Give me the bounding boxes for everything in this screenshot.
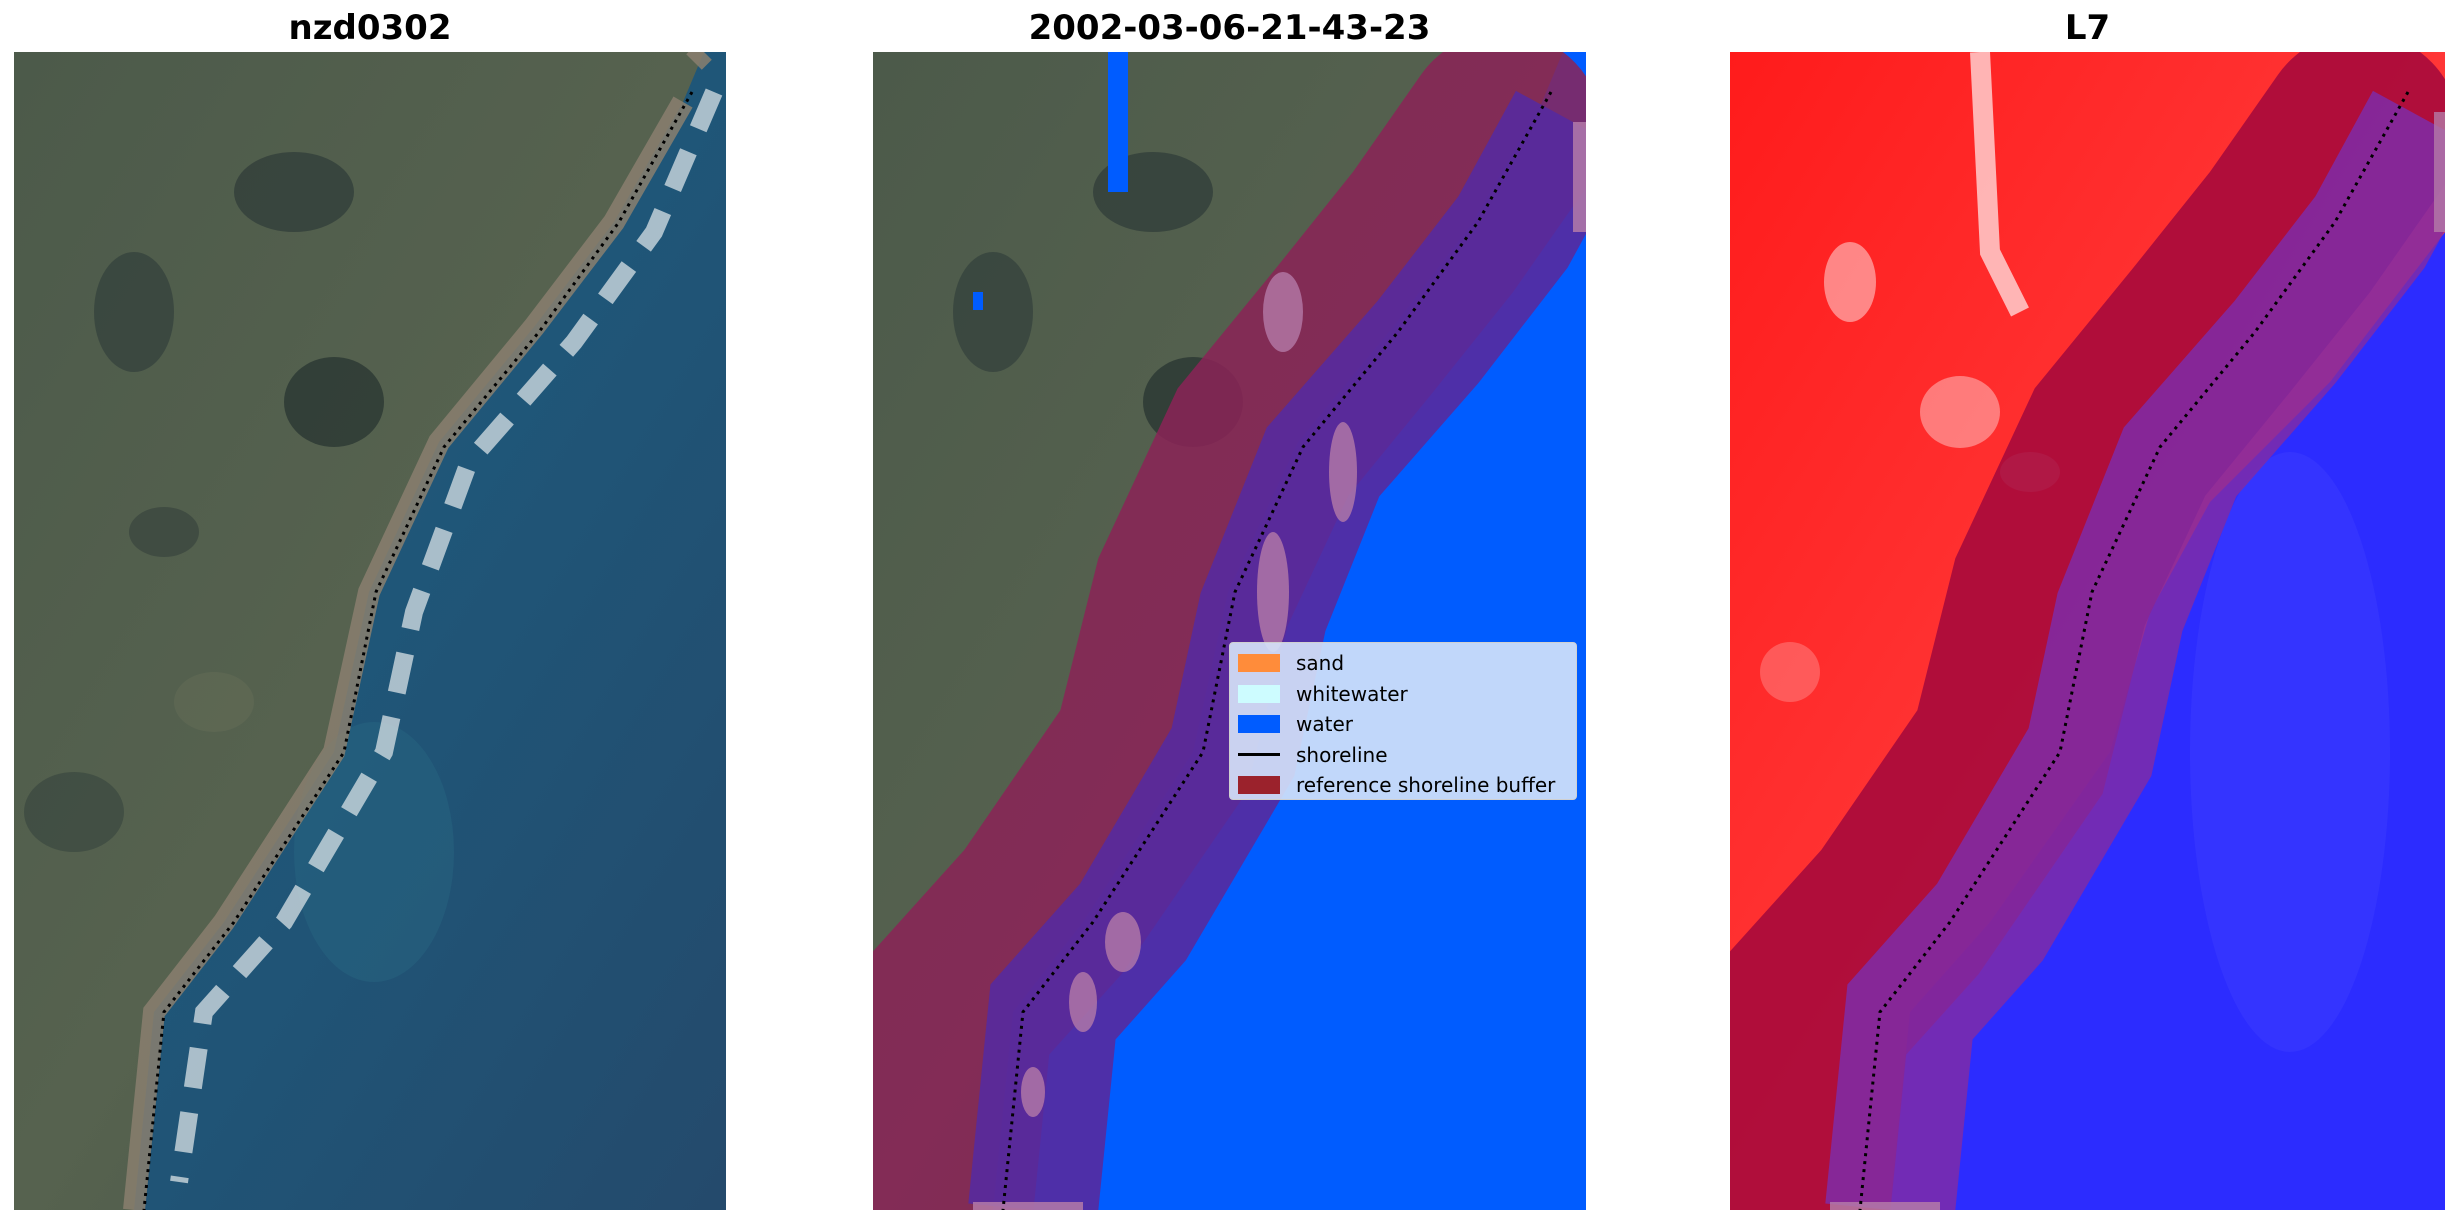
legend-label: water [1296, 712, 1353, 737]
panel-title: L7 [2064, 8, 2111, 48]
index-image [1730, 52, 2445, 1210]
panel-index: L7 [1730, 0, 2445, 1228]
legend-label: whitewater [1296, 681, 1408, 706]
classified-image [873, 52, 1586, 1210]
legend-item-shoreline: shoreline [1238, 740, 1576, 771]
panel-title: nzd0302 [288, 8, 452, 48]
panel-title: 2002-03-06-21-43-23 [1028, 8, 1431, 48]
whitewater-swatch [1238, 684, 1280, 703]
legend-item-buffer: reference shoreline buffer [1238, 770, 1576, 801]
legend: sand whitewater water shoreline referenc… [1229, 642, 1577, 800]
legend-label: shoreline [1296, 742, 1388, 767]
legend-item-water: water [1238, 709, 1576, 740]
legend-item-sand: sand [1238, 648, 1576, 679]
sand-swatch [1238, 654, 1280, 673]
shoreline-line [1238, 753, 1280, 757]
panel-classified: 2002-03-06-21-43-23 [873, 0, 1586, 1228]
legend-label: sand [1296, 651, 1345, 676]
panel-rgb: nzd0302 [14, 0, 726, 1228]
water-swatch [1238, 715, 1280, 734]
legend-label: reference shoreline buffer [1296, 773, 1556, 798]
rgb-image [14, 52, 726, 1210]
buffer-swatch [1238, 776, 1280, 795]
legend-item-whitewater: whitewater [1238, 679, 1576, 710]
